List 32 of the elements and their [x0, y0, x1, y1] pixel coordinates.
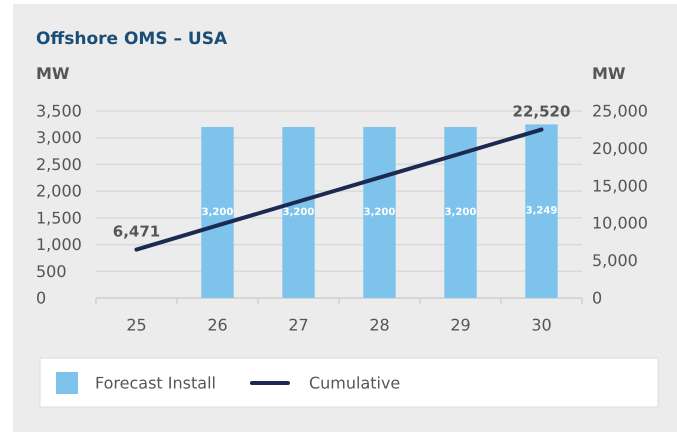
- y2-axis-title: MW: [592, 64, 626, 83]
- x-tick-label: 26: [207, 316, 228, 334]
- y-axis-title: MW: [36, 64, 70, 83]
- y2-tick-label: 20,000: [592, 138, 648, 158]
- data-label: 22,520: [512, 102, 570, 121]
- y-tick-label: 2,000: [36, 182, 82, 201]
- y2-tick-label: 0: [592, 288, 602, 308]
- x-tick-label: 29: [450, 316, 471, 334]
- y2-tick-label: 15,000: [592, 176, 648, 196]
- x-tick-label: 25: [126, 316, 147, 334]
- chart-title: Offshore OMS – USA: [36, 29, 228, 49]
- x-tick-label: 27: [288, 316, 309, 334]
- data-label: 3,249: [526, 206, 558, 217]
- y2-tick-label: 10,000: [592, 214, 648, 233]
- legend-label: Forecast Install: [95, 374, 216, 392]
- y-tick-label: 1,500: [36, 208, 82, 228]
- x-tick-label: 30: [531, 316, 552, 334]
- y2-tick-label: 5,000: [592, 251, 638, 270]
- data-label: 3,200: [444, 207, 476, 218]
- x-tick-label: 28: [369, 316, 390, 334]
- data-label: 6,471: [112, 222, 160, 241]
- y-tick-label: 500: [36, 262, 67, 281]
- y-tick-label: 1,000: [36, 235, 82, 254]
- data-label: 3,200: [202, 207, 234, 218]
- y-tick-label: 3,000: [36, 128, 82, 148]
- legend-label: Cumulative: [308, 374, 400, 392]
- y-tick-label: 2,500: [36, 154, 82, 174]
- y-tick-label: 3,500: [36, 102, 82, 120]
- y2-tick-label: 25,000: [592, 102, 648, 120]
- data-label: 3,200: [364, 207, 396, 218]
- data-label: 3,200: [282, 207, 314, 218]
- y-tick-label: 0: [36, 288, 46, 308]
